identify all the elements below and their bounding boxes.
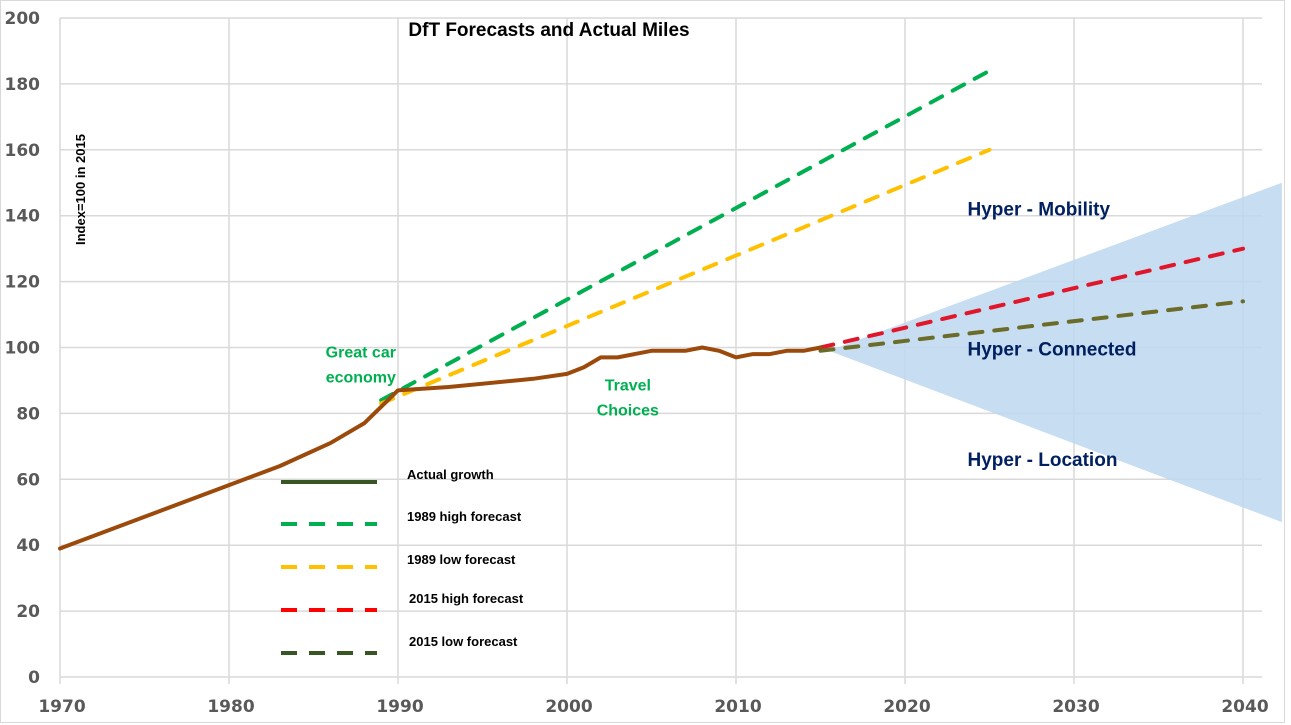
annotation-great-car-economy: Great car bbox=[326, 344, 396, 361]
y-tick-label: 120 bbox=[5, 273, 41, 293]
series-line-1989-high-forecast bbox=[379, 68, 992, 403]
y-tick-label: 0 bbox=[28, 668, 40, 688]
y-tick-label: 100 bbox=[5, 339, 41, 359]
series-line-1989-low-forecast bbox=[379, 147, 992, 406]
legend-label-actual-growth: Actual growth bbox=[407, 467, 494, 482]
legend: Actual growth 1989 high forecast 1989 low … bbox=[281, 467, 524, 655]
legend-label-2015-low-forecast: 2015 low forecast bbox=[409, 634, 518, 649]
annotation-hyper-connected: Hyper - Connected bbox=[968, 340, 1137, 361]
annotation-great-car-economy: economy bbox=[326, 369, 396, 386]
annotation-travel-choices: Choices bbox=[597, 402, 659, 419]
y-axis-label: Index=100 in 2015 bbox=[73, 134, 88, 245]
y-tick-label: 40 bbox=[16, 536, 40, 556]
y-tick-label: 140 bbox=[5, 207, 41, 227]
x-tick-label: 1990 bbox=[376, 697, 423, 717]
legend-label-2015-high-forecast: 2015 high forecast bbox=[409, 591, 524, 606]
legend-label-1989-low-forecast: 1989 low forecast bbox=[407, 552, 516, 567]
chart-title: DfT Forecasts and Actual Miles bbox=[408, 20, 689, 41]
y-tick-label: 160 bbox=[5, 141, 41, 161]
legend-label-1989-high-forecast: 1989 high forecast bbox=[407, 509, 522, 524]
y-tick-label: 200 bbox=[5, 9, 41, 29]
y-axis: 0 20 40 60 80 100 120 140 160 180 200 bbox=[5, 9, 41, 688]
y-tick-label: 20 bbox=[16, 602, 40, 622]
annotation-travel-choices: Travel bbox=[605, 377, 651, 394]
y-tick-label: 180 bbox=[5, 75, 41, 95]
y-tick-label: 80 bbox=[16, 404, 40, 424]
series-line-2015-low-forecast bbox=[818, 299, 1245, 353]
x-tick-label: 2040 bbox=[1221, 697, 1268, 717]
series-layer bbox=[58, 68, 1245, 551]
series-line-2015-high-forecast bbox=[818, 246, 1245, 350]
annotation-hyper-mobility: Hyper - Mobility bbox=[968, 200, 1111, 221]
x-tick-label: 1980 bbox=[207, 697, 254, 717]
x-tick-label: 2000 bbox=[545, 697, 592, 717]
x-axis: 1970 1980 1990 2000 2010 2020 2030 2040 bbox=[38, 697, 1268, 717]
annotation-hyper-location: Hyper - Location bbox=[968, 450, 1118, 471]
x-tick-label: 2020 bbox=[883, 697, 930, 717]
x-tick-label: 2030 bbox=[1052, 697, 1099, 717]
annotations: Great car economy Travel Choices Hyper - Mob… bbox=[326, 200, 1137, 471]
x-tick-label: 2010 bbox=[714, 697, 761, 717]
x-tick-label: 1970 bbox=[38, 697, 85, 717]
y-tick-label: 60 bbox=[16, 470, 40, 490]
